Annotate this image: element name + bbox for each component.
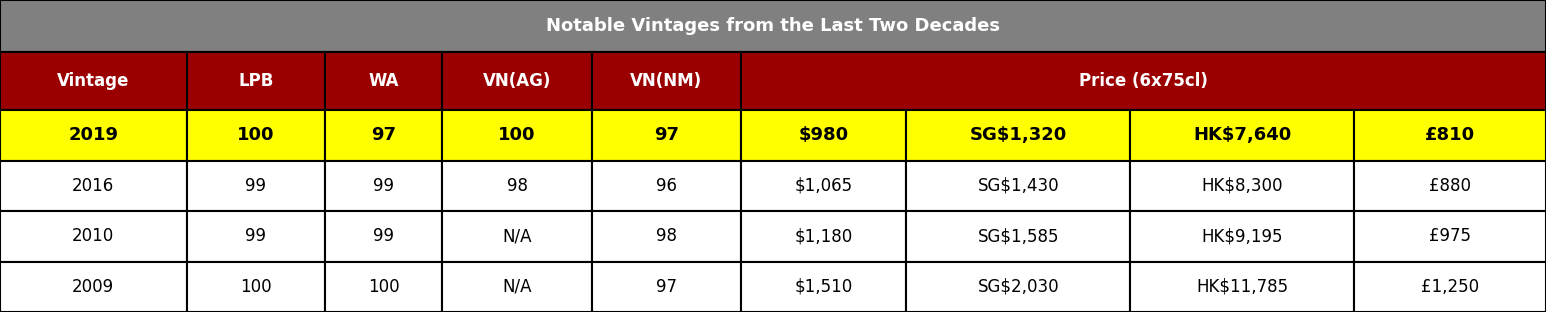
Bar	[1130, 160, 1354, 211]
Text: 99: 99	[373, 227, 394, 245]
Text: 97: 97	[371, 126, 396, 144]
Text: 97: 97	[654, 126, 679, 144]
Bar	[1130, 261, 1354, 312]
Text: HK$7,640: HK$7,640	[1194, 126, 1291, 144]
Bar	[0, 160, 187, 211]
Bar	[442, 52, 592, 110]
Bar	[187, 211, 325, 261]
Bar	[0, 261, 187, 312]
Text: N/A: N/A	[502, 278, 532, 296]
Text: SG$1,430: SG$1,430	[977, 177, 1059, 195]
Text: £975: £975	[1429, 227, 1472, 245]
Text: HK$9,195: HK$9,195	[1201, 227, 1283, 245]
Bar	[187, 52, 325, 110]
Text: 99: 99	[246, 227, 266, 245]
Bar	[442, 110, 592, 160]
Bar	[741, 160, 906, 211]
Bar	[0, 52, 187, 110]
Bar	[187, 110, 325, 160]
Text: 100: 100	[237, 126, 275, 144]
Bar	[442, 261, 592, 312]
Bar	[592, 160, 741, 211]
Text: $1,510: $1,510	[795, 278, 853, 296]
Bar	[906, 211, 1130, 261]
Bar	[592, 52, 741, 110]
Bar	[741, 211, 906, 261]
Bar	[1130, 110, 1354, 160]
Text: HK$8,300: HK$8,300	[1201, 177, 1283, 195]
Text: SG$1,585: SG$1,585	[977, 227, 1059, 245]
Bar	[906, 110, 1130, 160]
Text: VN(AG): VN(AG)	[482, 72, 552, 90]
Bar	[592, 211, 741, 261]
Bar	[0, 211, 187, 261]
Text: 2010: 2010	[73, 227, 114, 245]
Text: 98: 98	[656, 227, 677, 245]
Text: 2019: 2019	[68, 126, 119, 144]
Bar	[906, 261, 1130, 312]
Text: 99: 99	[246, 177, 266, 195]
Bar	[0, 110, 187, 160]
Text: £880: £880	[1429, 177, 1472, 195]
Bar	[0, 0, 1546, 52]
Text: $1,180: $1,180	[795, 227, 853, 245]
Text: VN(NM): VN(NM)	[631, 72, 702, 90]
Bar	[1354, 110, 1546, 160]
Bar	[906, 160, 1130, 211]
Text: 96: 96	[656, 177, 677, 195]
Text: 2009: 2009	[73, 278, 114, 296]
Bar	[1354, 160, 1546, 211]
Text: Vintage: Vintage	[57, 72, 130, 90]
Text: N/A: N/A	[502, 227, 532, 245]
Text: SG$2,030: SG$2,030	[977, 278, 1059, 296]
Text: LPB: LPB	[238, 72, 274, 90]
Bar	[1130, 211, 1354, 261]
Text: WA: WA	[368, 72, 399, 90]
Bar	[442, 160, 592, 211]
Bar	[442, 211, 592, 261]
Bar	[325, 211, 442, 261]
Bar	[1354, 211, 1546, 261]
Bar	[325, 261, 442, 312]
Text: 97: 97	[656, 278, 677, 296]
Bar	[325, 52, 442, 110]
Text: $980: $980	[799, 126, 849, 144]
Text: Notable Vintages from the Last Two Decades: Notable Vintages from the Last Two Decad…	[546, 17, 1000, 35]
Text: 100: 100	[498, 126, 536, 144]
Text: $1,065: $1,065	[795, 177, 853, 195]
Text: 100: 100	[240, 278, 272, 296]
Bar	[741, 110, 906, 160]
Text: £1,250: £1,250	[1421, 278, 1480, 296]
Text: SG$1,320: SG$1,320	[969, 126, 1067, 144]
Bar	[741, 52, 1546, 110]
Text: 2016: 2016	[73, 177, 114, 195]
Bar	[187, 160, 325, 211]
Text: 98: 98	[507, 177, 527, 195]
Text: £810: £810	[1425, 126, 1475, 144]
Bar	[325, 160, 442, 211]
Bar	[325, 110, 442, 160]
Text: HK$11,785: HK$11,785	[1197, 278, 1288, 296]
Bar	[187, 261, 325, 312]
Bar	[592, 261, 741, 312]
Bar	[1354, 261, 1546, 312]
Bar	[741, 261, 906, 312]
Text: Price (6x75cl): Price (6x75cl)	[1079, 72, 1207, 90]
Bar	[592, 110, 741, 160]
Text: 100: 100	[368, 278, 400, 296]
Text: 99: 99	[373, 177, 394, 195]
